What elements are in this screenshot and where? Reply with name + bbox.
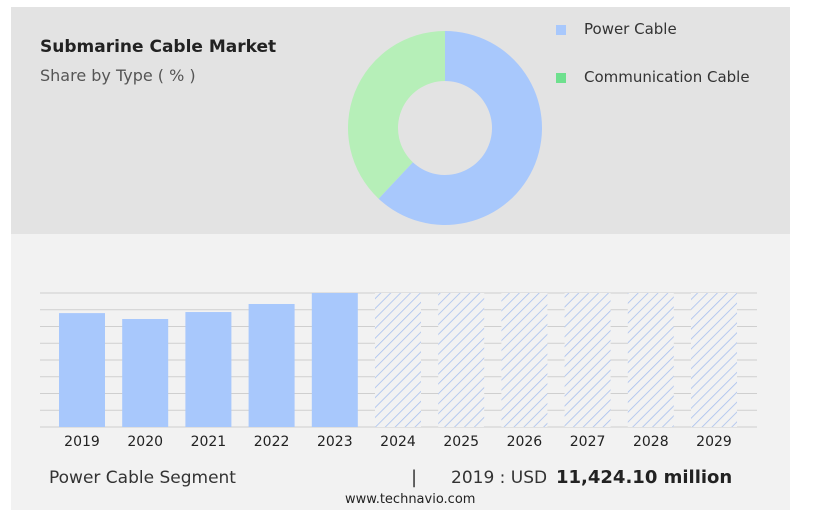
bar-2023 [311, 293, 358, 427]
donut-slice-power-cable [378, 31, 542, 225]
segment-value: 11,424.10 million [556, 467, 733, 488]
x-tick-label: 2028 [633, 434, 669, 450]
bar-2021 [185, 312, 232, 427]
segment-label: Power Cable Segment [49, 468, 236, 488]
forecast-bar-2029 [691, 293, 737, 427]
x-tick-label: 2019 [64, 434, 100, 450]
x-tick-label: 2020 [127, 434, 163, 450]
x-tick-label: 2027 [570, 434, 606, 450]
x-tick-label: 2026 [507, 434, 543, 450]
year-label: 2019 : USD [451, 468, 548, 488]
x-tick-label: 2023 [317, 434, 353, 450]
bar-2019 [59, 313, 105, 427]
x-tick-label: 2029 [696, 434, 732, 450]
legend-swatch-power [556, 25, 566, 35]
source-link[interactable]: www.technavio.com [345, 492, 476, 507]
x-tick-label: 2021 [191, 434, 227, 450]
x-tick-label: 2025 [443, 434, 479, 450]
forecast-bar-2026 [501, 293, 548, 427]
donut-slice-communication-cable [347, 30, 445, 199]
bar-2022 [248, 303, 295, 427]
x-tick-label: 2024 [380, 434, 416, 450]
footer-separator: | [411, 467, 418, 488]
chart-title: Submarine Cable Market [40, 37, 277, 57]
legend-swatch-communication [556, 73, 566, 83]
forecast-bar-2028 [627, 293, 674, 427]
chart-subtitle: Share by Type ( % ) [40, 66, 196, 85]
forecast-bar-2027 [564, 293, 611, 427]
x-tick-label: 2022 [254, 434, 290, 450]
bar-2020 [122, 318, 169, 427]
legend-communication: Communication Cable [584, 68, 750, 86]
forecast-bar-2024 [375, 293, 421, 427]
legend-power: Power Cable [584, 20, 677, 38]
forecast-bar-2025 [438, 293, 485, 427]
